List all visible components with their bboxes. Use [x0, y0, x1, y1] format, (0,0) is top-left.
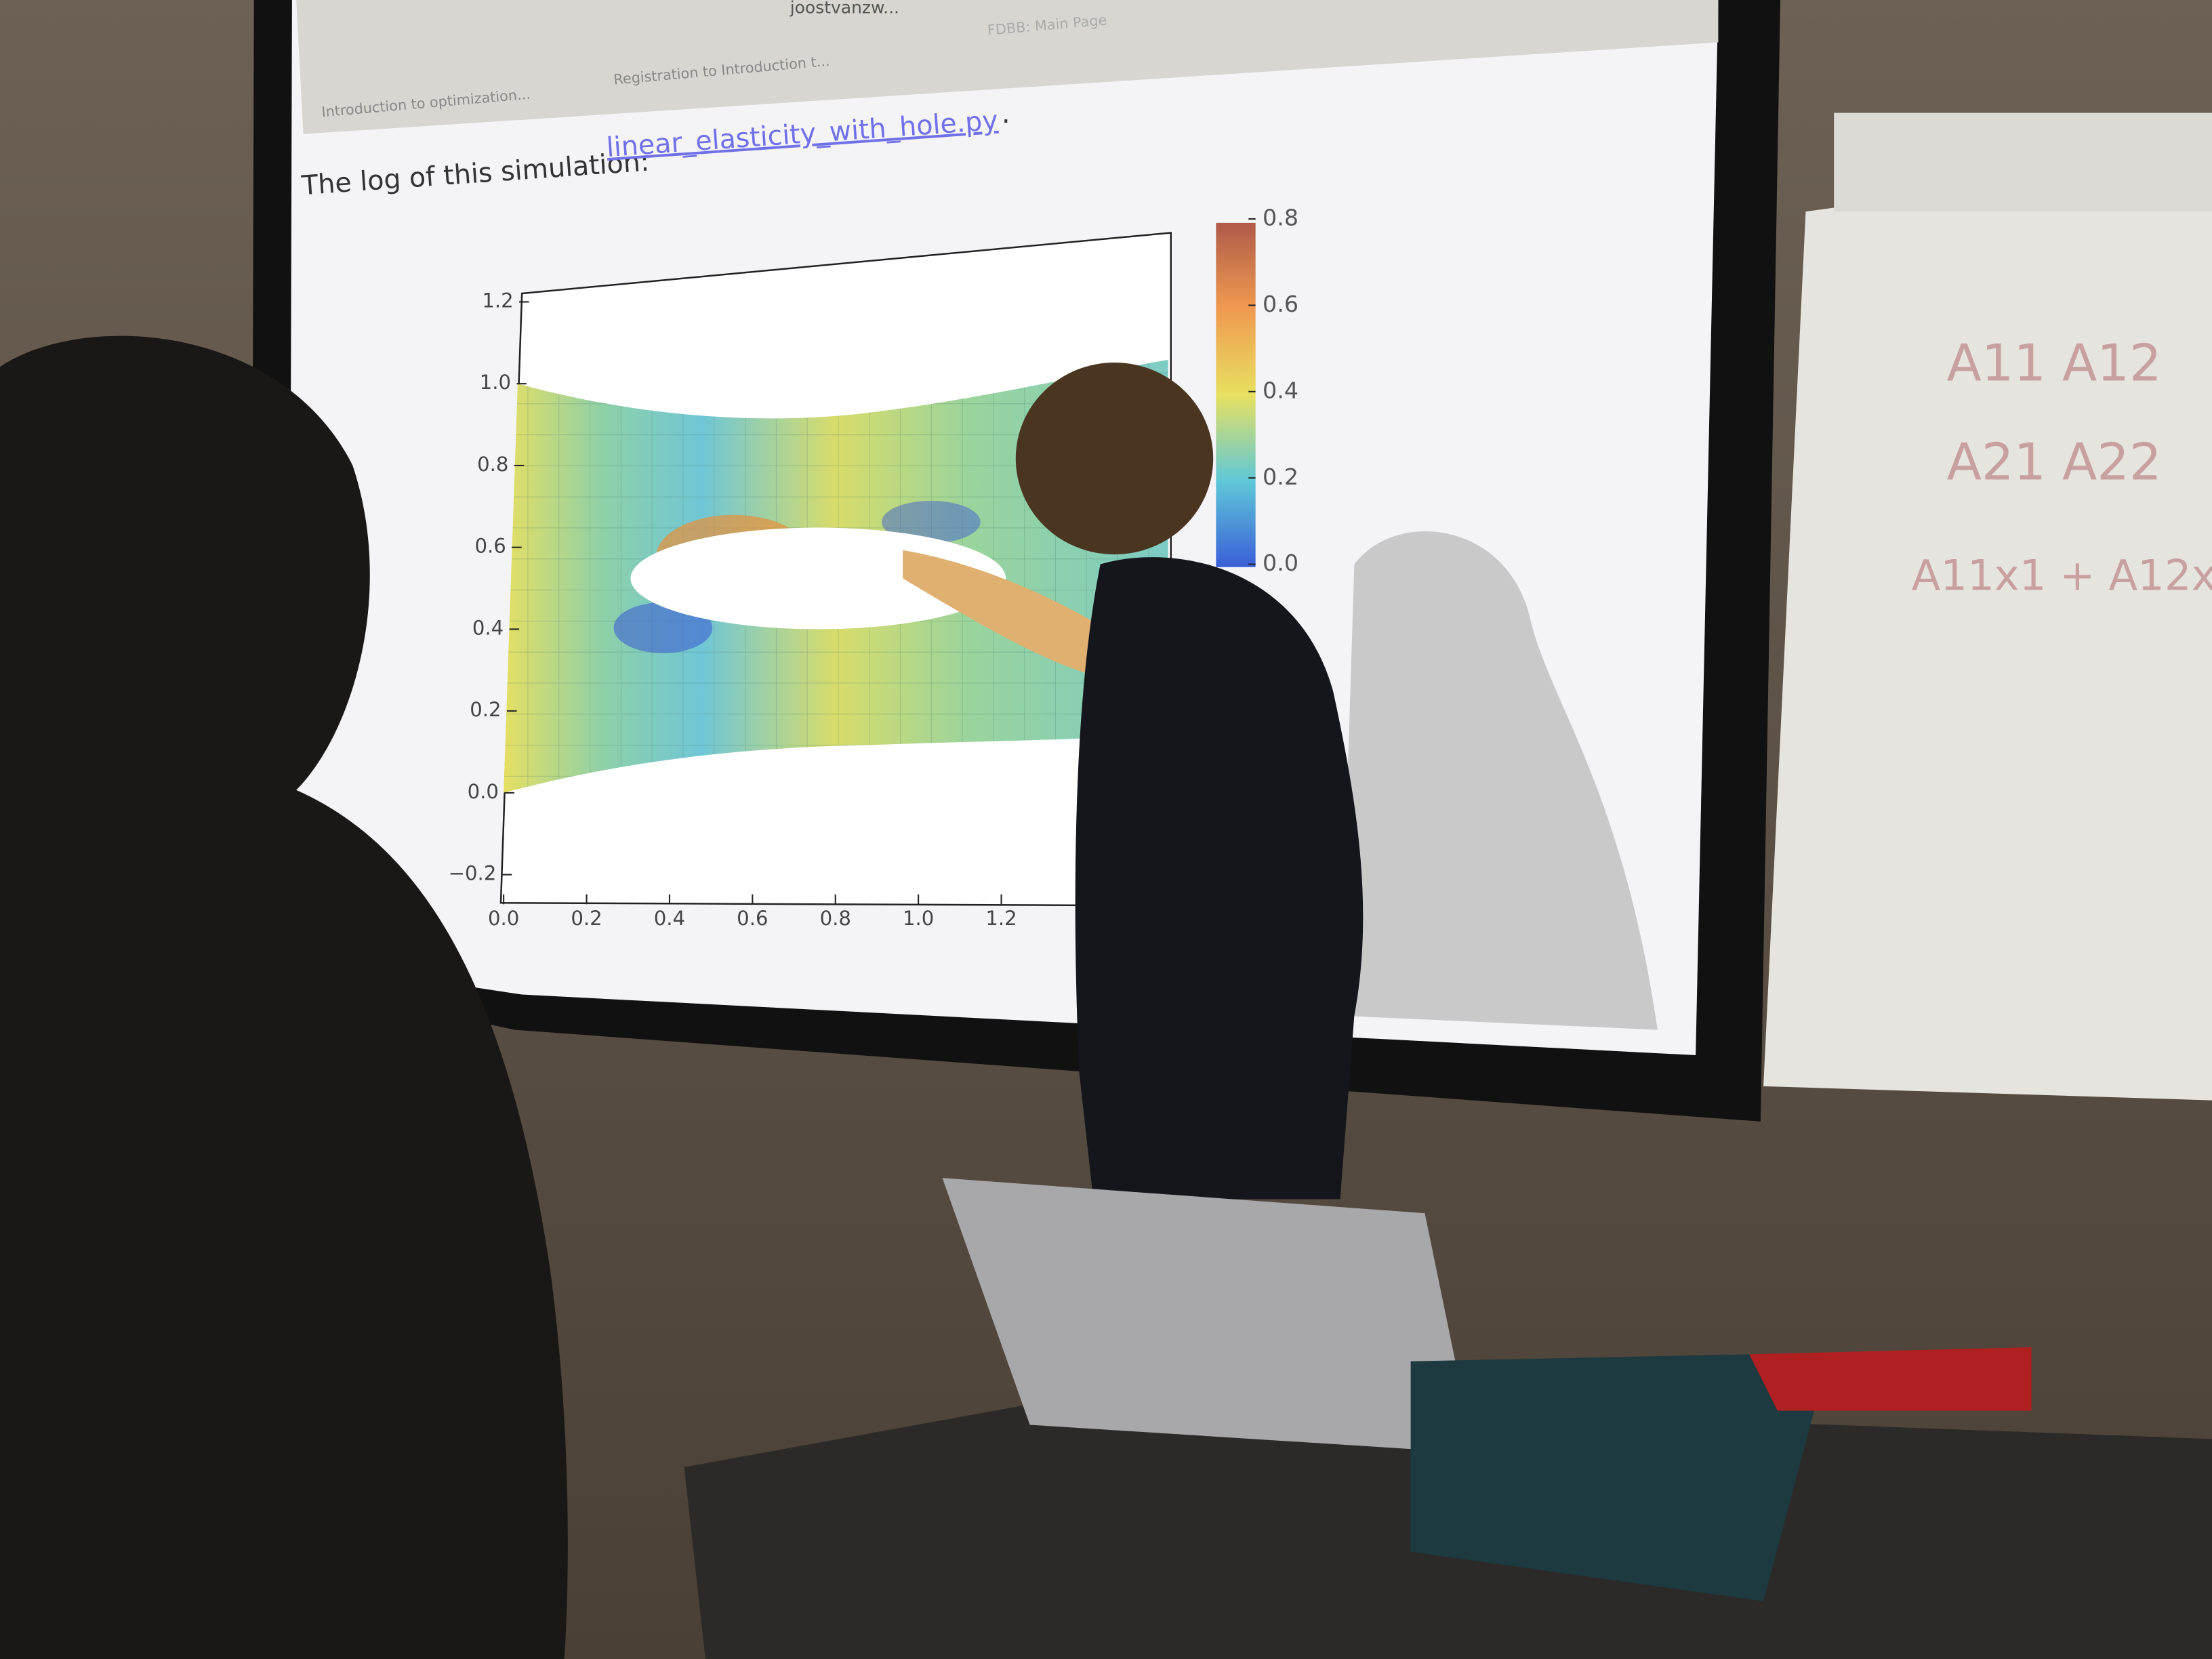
y-tick-label: 0.6 [475, 535, 506, 558]
y-tick-label: −0.2 [449, 862, 497, 885]
x-tick-label: 1.0 [903, 907, 934, 930]
field-plot [504, 359, 1168, 793]
whiteboard [1763, 155, 2212, 1101]
colorbar [1216, 222, 1256, 567]
y-tick-label: 0.2 [470, 698, 501, 721]
x-tick-label: 1.2 [985, 907, 1017, 930]
presenter-arm [903, 550, 1115, 678]
colorbar-tick-label: 0.2 [1263, 464, 1298, 490]
whiteboard-text: A21 A22 [1947, 432, 2162, 491]
y-tick-label: 0.8 [477, 453, 508, 476]
ticks: 0.0 0.2 0.4 0.6 0.8 1.0 1.2 −0.2 0.0 0.2 0.4 0.6 0.8… [449, 205, 1298, 930]
colorbar-tick-label: 0.6 [1263, 291, 1298, 317]
presenter-body [1075, 557, 1364, 1200]
presenter-head [1015, 362, 1214, 555]
x-tick-label: 0.8 [820, 907, 851, 930]
viewer [0, 335, 568, 1659]
paper-roll [1834, 112, 2212, 212]
y-tick-label: 0.0 [468, 780, 499, 803]
y-tick-label: 1.0 [480, 371, 511, 394]
x-tick-label: 0.0 [488, 907, 519, 930]
period: . [1002, 98, 1010, 129]
colorbar-tick-label: 0.4 [1263, 377, 1298, 403]
x-tick-label: 0.2 [571, 907, 602, 930]
red-object [1749, 1347, 2032, 1411]
whiteboard-text: A11x1 + A12x2 = [1912, 551, 2212, 600]
colorbar-tick-label: 0.8 [1263, 205, 1298, 231]
laptop [942, 1178, 1475, 1454]
whiteboard-text: A11 A12 [1947, 333, 2162, 393]
shadow [1340, 531, 1658, 1030]
x-tick-label: 0.4 [654, 907, 685, 930]
y-tick-label: 1.2 [482, 289, 513, 312]
browser-toolbar [296, 0, 1719, 134]
stress-low [882, 500, 981, 544]
box [1410, 1354, 1820, 1601]
x-tick-label: 0.6 [737, 907, 768, 930]
url: joostvanzw... [790, 0, 899, 17]
y-tick-label: 0.4 [472, 616, 504, 639]
colorbar-tick-label: 0.0 [1263, 550, 1298, 576]
stress-low [613, 602, 713, 653]
